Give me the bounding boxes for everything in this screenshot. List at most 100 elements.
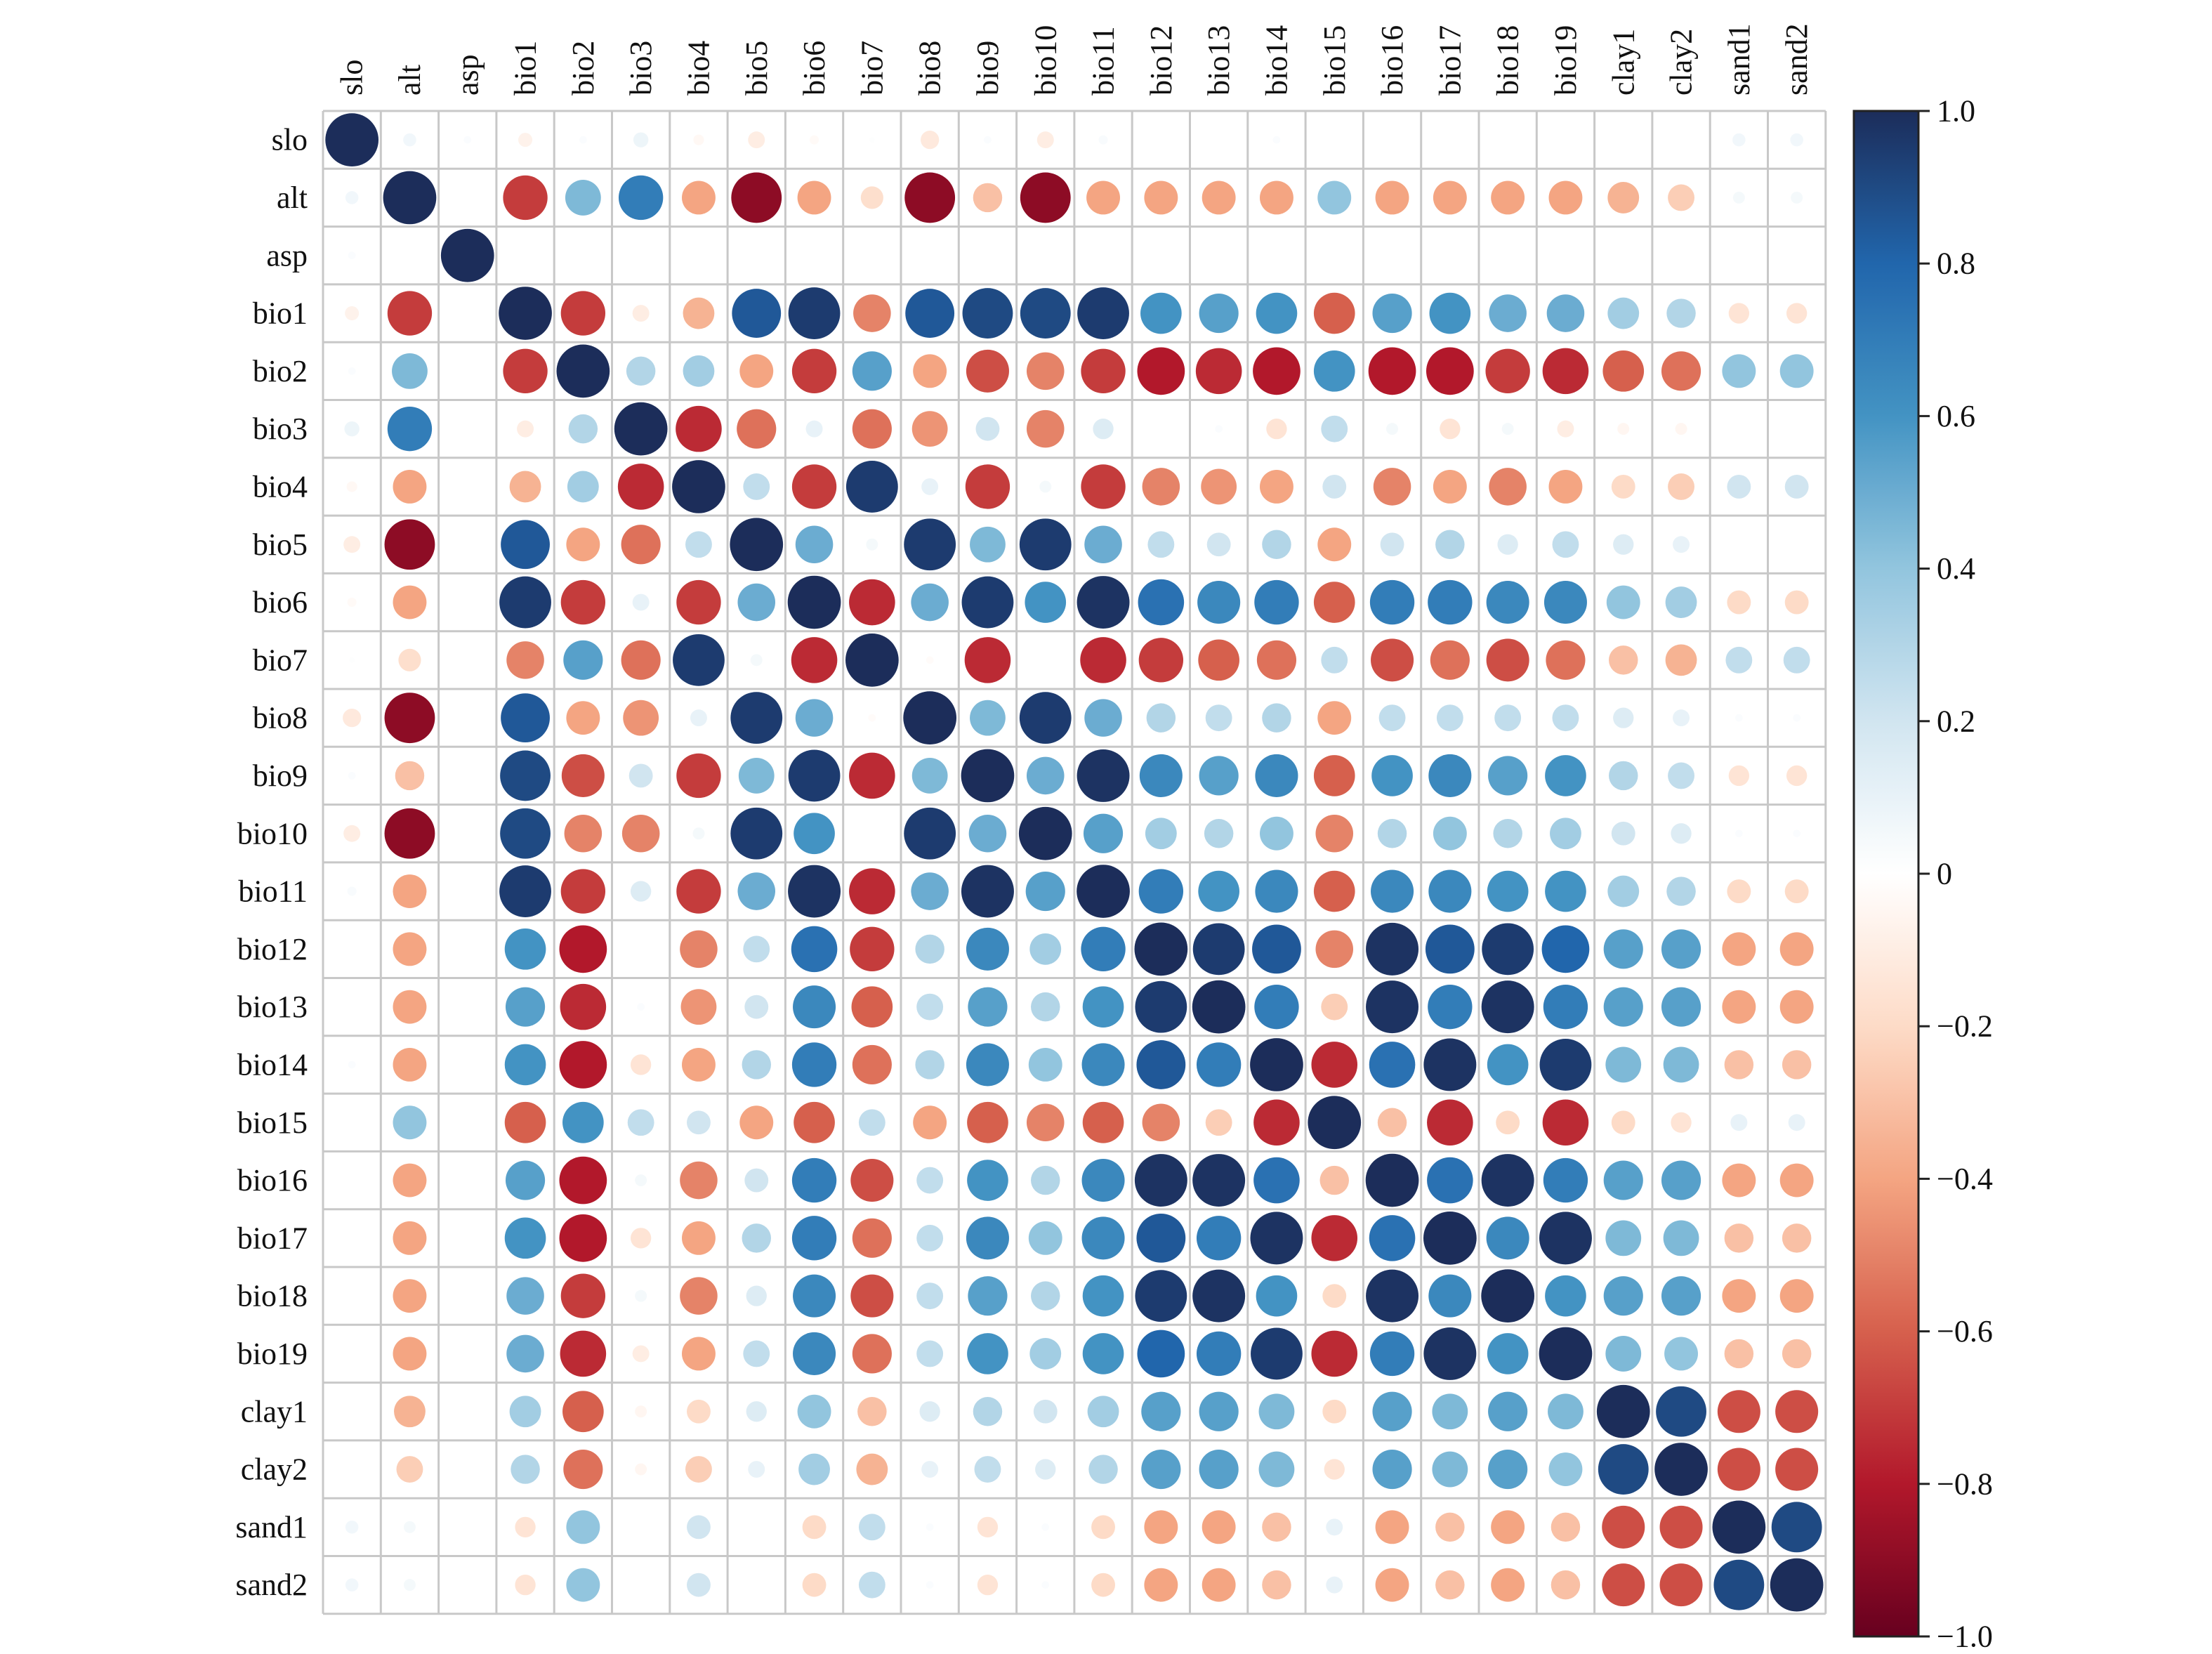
column-label-bio13: bio13 [1202,25,1236,96]
corr-circle-bio8-clay2 [1673,709,1690,727]
corr-circle-bio11-bio17 [1428,869,1472,913]
corr-circle-bio18-bio10 [1031,1281,1060,1311]
corr-circle-bio16-bio19 [1543,1157,1588,1203]
corr-circle-bio11-sand2 [1784,879,1809,903]
corr-circle-bio19-alt [393,1337,427,1371]
column-label-bio4: bio4 [681,41,716,96]
corr-circle-bio19-bio14 [1251,1327,1303,1380]
corr-circle-bio4-bio2 [567,471,599,503]
corr-circle-bio9-bio10 [1026,756,1065,795]
corr-circle-sand2-bio18 [1491,1568,1525,1602]
corr-circle-alt-bio3 [618,175,664,221]
corr-circle-bio16-bio11 [1081,1159,1125,1202]
corr-circle-bio17-bio10 [1028,1221,1062,1255]
corr-circle-alt-bio16 [1375,181,1409,215]
corr-circle-bio5-bio7 [866,538,878,551]
corr-circle-bio7-bio7 [845,633,899,687]
corr-circle-bio6-bio9 [961,576,1014,629]
corr-circle-clay1-bio18 [1488,1391,1528,1431]
corr-circle-bio2-bio9 [966,349,1009,393]
colorbar-tick-label: 0.6 [1937,399,1975,433]
corr-circle-sand1-bio11 [1091,1515,1115,1540]
corr-circle-bio6-bio13 [1197,581,1241,624]
corr-circle-bio13-bio2 [560,983,607,1030]
corr-circle-sand2-bio13 [1202,1568,1236,1602]
corr-circle-bio15-bio15 [1308,1096,1362,1150]
corr-circle-bio2-clay2 [1661,351,1701,391]
corr-circle-clay1-bio10 [1033,1399,1058,1424]
corr-circle-bio5-bio4 [685,531,712,558]
corr-circle-bio4-bio8 [921,478,939,495]
corr-circle-bio16-bio4 [680,1161,718,1200]
corr-circle-bio19-bio10 [1029,1338,1062,1370]
column-label-clay1: clay1 [1606,29,1640,96]
corr-circle-bio2-bio5 [739,354,774,388]
corr-circle-bio4-bio5 [743,473,770,500]
row-label-bio9: bio9 [253,759,308,793]
corr-circle-bio9-bio3 [628,763,653,788]
corr-circle-bio8-bio9 [970,700,1006,736]
corr-circle-sand2-bio12 [1144,1568,1178,1602]
corr-circle-bio12-bio18 [1482,923,1534,976]
corr-circle-clay1-bio9 [973,1397,1003,1426]
corr-circle-bio17-bio6 [791,1216,837,1261]
corr-circle-bio15-bio4 [687,1110,711,1135]
corr-circle-bio6-slo [347,597,357,608]
corr-circle-alt-bio17 [1433,181,1467,215]
corr-circle-bio6-bio14 [1254,579,1299,625]
corr-circle-sand2-sand2 [1770,1558,1824,1612]
corr-circle-bio2-bio17 [1426,347,1474,395]
corr-circle-alt-sand2 [1791,191,1803,204]
corr-circle-sand1-bio18 [1491,1510,1525,1544]
corr-circle-clay1-bio15 [1322,1399,1347,1424]
corr-circle-bio10-bio4 [692,827,705,840]
corr-circle-clay2-sand1 [1717,1448,1760,1491]
corr-circle-sand2-clay2 [1659,1563,1703,1607]
corr-circle-bio1-sand1 [1728,303,1750,324]
corr-circle-bio3-bio14 [1266,418,1287,440]
corr-circle-bio7-sand2 [1783,646,1810,674]
corr-circle-bio2-bio18 [1485,348,1530,394]
corr-circle-bio1-bio10 [1020,288,1071,339]
corr-circle-bio6-alt [393,585,427,619]
corr-circle-bio10-bio5 [730,807,783,860]
row-label-bio17: bio17 [237,1221,308,1255]
corr-circle-sand1-bio9 [977,1516,999,1538]
corr-circle-slo-bio3 [633,132,649,147]
corr-circle-bio2-bio8 [913,354,947,388]
corr-circle-bio6-bio16 [1369,579,1415,625]
colorbar-tick-label: 0.2 [1937,704,1975,738]
column-label-bio8: bio8 [913,41,947,96]
correlation-circles [325,113,1824,1612]
corr-circle-bio9-bio12 [1139,754,1183,797]
corr-circle-slo-alt [403,133,416,147]
corr-circle-bio16-bio9 [967,1160,1008,1201]
corr-circle-sand1-bio15 [1326,1518,1343,1536]
corr-circle-bio2-bio4 [683,355,715,387]
corr-circle-bio8-bio10 [1019,692,1072,744]
corr-circle-bio17-bio17 [1423,1211,1477,1265]
corr-circle-bio9-bio16 [1371,755,1413,796]
corr-circle-bio17-bio18 [1486,1216,1529,1260]
corr-circle-bio9-bio11 [1077,749,1130,802]
corr-circle-bio9-bio5 [738,758,775,794]
corr-circle-bio1-sand2 [1786,303,1808,324]
corr-circle-bio9-bio17 [1428,754,1472,797]
corr-circle-bio4-bio4 [672,460,725,513]
corr-circle-sand2-clay1 [1602,1563,1645,1607]
corr-circle-bio1-bio4 [683,297,715,329]
corr-circle-bio5-bio3 [621,525,661,565]
corr-circle-bio6-bio6 [787,575,841,629]
corr-circle-sand1-bio4 [687,1515,711,1540]
corr-circle-bio11-slo [347,886,357,896]
corr-circle-bio5-bio8 [904,518,956,571]
corr-circle-bio13-clay2 [1661,987,1701,1027]
row-label-bio4: bio4 [253,469,308,504]
corr-circle-bio10-alt [384,808,435,859]
corr-circle-bio18-bio15 [1322,1284,1347,1308]
corr-circle-bio2-bio7 [852,351,892,391]
corr-circle-bio8-bio11 [1084,699,1122,737]
corr-circle-sand1-clay1 [1602,1505,1645,1549]
corr-circle-bio16-sand2 [1779,1163,1814,1197]
